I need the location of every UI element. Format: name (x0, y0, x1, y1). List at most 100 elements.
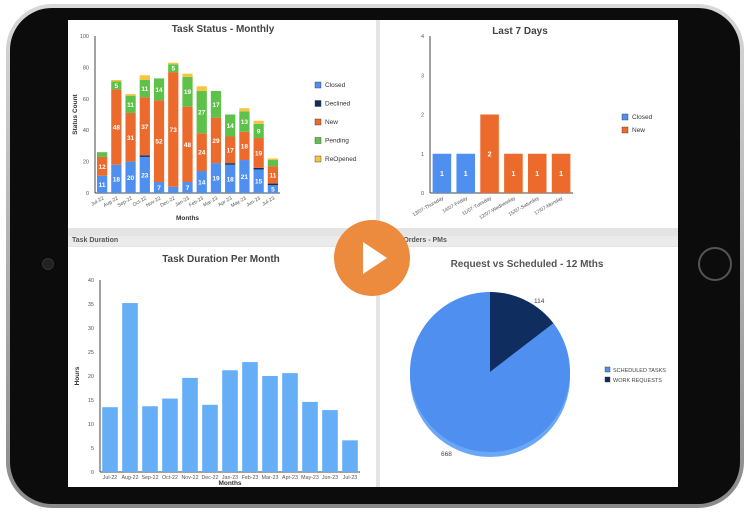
bar (182, 377, 198, 472)
bar (222, 370, 238, 472)
bar-segment-pending (153, 78, 165, 101)
bar-segment-closed (456, 153, 476, 193)
bar-data-label: 48 (184, 142, 192, 149)
x-tick-label: Sep-22 (117, 195, 134, 208)
legend-label: Closed (325, 82, 346, 89)
bar-segment-declined (253, 167, 264, 170)
y-tick-label: 40 (83, 128, 89, 134)
x-tick-label: 13/07-Thursday (412, 195, 446, 218)
x-tick-label: Mar-23 (202, 195, 219, 208)
bar (202, 404, 218, 472)
request-vs-scheduled-panel: Request vs Scheduled - 12 Mths 114 668 SCHE… (380, 247, 678, 487)
bar-segment-pending (225, 114, 236, 137)
bar-data-label: 14 (227, 123, 235, 130)
bar-data-label: 21 (241, 174, 249, 181)
y-tick-label: 1 (421, 152, 424, 158)
y-tick-label: 20 (88, 374, 94, 380)
bar-data-label: 20 (127, 175, 135, 182)
x-tick-label: May-23 (301, 475, 319, 481)
y-tick-label: 3 (421, 73, 424, 79)
bar-segment-closed (168, 186, 179, 193)
bar-segment-new (153, 100, 165, 183)
bar-data-label: 15 (255, 179, 263, 186)
bar-segment-new (504, 153, 523, 193)
legend-swatch-reopened (314, 155, 322, 163)
bar-data-label: 24 (198, 150, 206, 157)
bar-segment-pending (253, 123, 264, 139)
bar-segment-pending (139, 79, 150, 98)
bar-segment-reopened (125, 94, 136, 96)
bar-segment-new (125, 112, 136, 162)
legend-label: New (325, 119, 338, 126)
bar-segment-pending (210, 90, 222, 118)
x-tick-label: Oct-22 (162, 475, 178, 481)
work-orders-header: Work Orders - PMs (380, 236, 678, 246)
y-axis-label: Hours (74, 366, 81, 385)
dashboard-screen: Task Status - Monthly 0 20 40 60 80 100 Status … (68, 20, 678, 487)
y-axis-label: Status Count (72, 93, 79, 134)
bar-segment-declined (267, 183, 279, 186)
bar (282, 373, 298, 472)
legend-label: ReOpened (325, 156, 357, 163)
chart-title: Last 7 Days (492, 26, 548, 37)
bar-segment-closed (196, 171, 207, 193)
bar-data-label: 23 (141, 172, 149, 179)
bar-segment-closed (153, 182, 165, 193)
bar-data-label: 19 (255, 150, 263, 157)
bar-data-label: 2 (488, 151, 492, 158)
bar-segment-new (196, 133, 207, 172)
x-tick-label: Jan-23 (174, 195, 190, 208)
bar-segment-reopened (253, 120, 264, 124)
y-tick-label: 20 (83, 160, 89, 166)
x-tick-label: Mar-23 (262, 475, 279, 481)
bar-data-label: 9 (257, 128, 261, 135)
bar-segment-closed (432, 153, 452, 193)
bar (302, 401, 318, 472)
y-tick-label: 40 (88, 278, 94, 284)
y-tick-label: 4 (421, 34, 424, 40)
bar-segment-new (480, 114, 499, 193)
home-button[interactable] (698, 247, 732, 281)
y-tick-label: 80 (83, 65, 89, 71)
bar-segment-new (253, 138, 264, 168)
bar-data-label: 1 (535, 171, 539, 178)
play-button[interactable] (334, 220, 410, 296)
task-duration-header: Task Duration (68, 236, 376, 246)
camera-icon (42, 258, 54, 270)
bar-data-label: 13 (241, 119, 249, 126)
bar-segment-new (527, 153, 547, 193)
pie-data-label: 668 (441, 451, 452, 458)
bar-data-label: 14 (155, 87, 163, 94)
y-tick-label: 10 (88, 422, 94, 428)
x-tick-label: Jul-23 (343, 475, 357, 481)
pie-data-label: 114 (534, 298, 545, 305)
legend-swatch-closed (314, 81, 322, 89)
bar-segment-closed (253, 169, 264, 193)
bar-segment-closed (210, 163, 222, 193)
bar-data-label: 1 (440, 171, 444, 178)
bar-segment-closed (267, 185, 279, 193)
bar-segment-new (96, 156, 108, 176)
x-tick-label: Jun-23 (322, 475, 338, 481)
legend-label: Closed (632, 114, 653, 121)
x-tick-label: Feb-23 (188, 195, 205, 208)
x-tick-label: Jun-23 (245, 195, 261, 208)
bar-data-label: 19 (212, 176, 220, 183)
bar-data-label: 1 (511, 171, 515, 178)
request-vs-scheduled-chart: Request vs Scheduled - 12 Mths 114 668 SCHE… (410, 259, 666, 458)
bar-data-label: 17 (227, 147, 235, 154)
bar-data-label: 11 (127, 102, 134, 109)
bar-data-label: 73 (170, 127, 178, 134)
bar-segment-reopened (239, 108, 250, 112)
bar-data-label: 11 (99, 182, 106, 189)
bar-data-label: 19 (184, 89, 192, 96)
legend-label: SCHEDULED TASKS (613, 368, 666, 374)
y-tick-label: 5 (91, 446, 94, 452)
bar (242, 362, 258, 472)
legend-swatch (604, 366, 611, 373)
bar-segment-new (239, 131, 250, 161)
x-axis-label: Months (218, 480, 241, 487)
legend-label: WORK REQUESTS (613, 378, 662, 384)
bar-data-label: 14 (198, 180, 206, 187)
bar-data-label: 27 (198, 110, 206, 117)
